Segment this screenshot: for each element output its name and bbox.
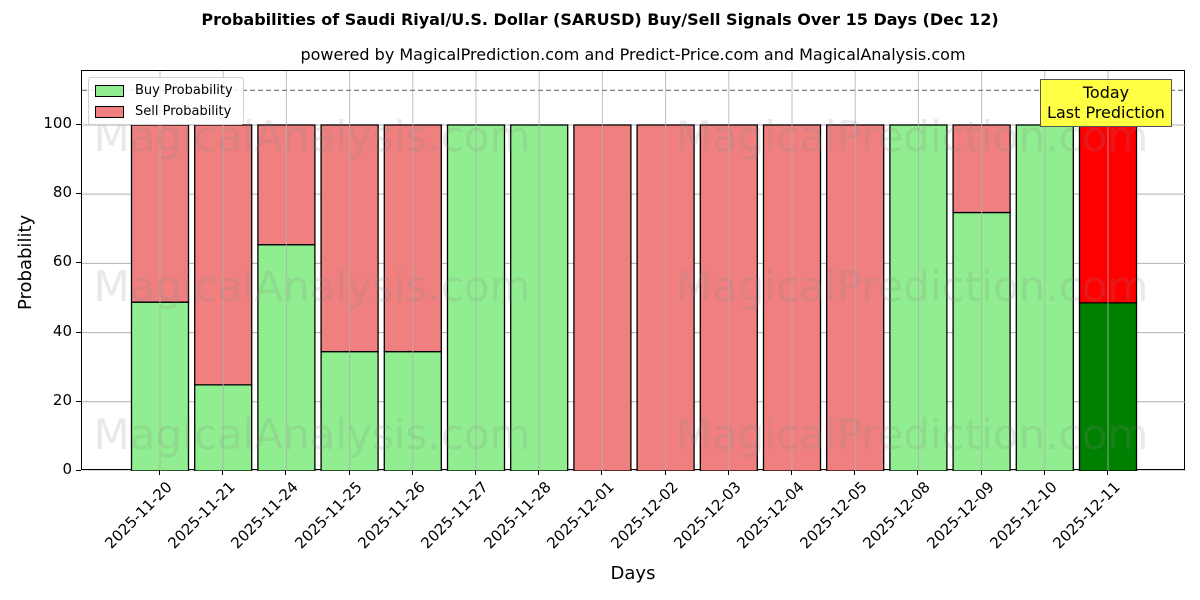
y-tick-mark — [76, 331, 81, 333]
x-tick-mark — [1043, 470, 1045, 475]
svg-text:MagicalAnalysis.com: MagicalAnalysis.com — [94, 410, 531, 459]
x-axis-label: Days — [610, 563, 656, 584]
svg-text:MagicalAnalysis.com: MagicalAnalysis.com — [94, 262, 531, 311]
svg-text:MagicalPrediction.com: MagicalPrediction.com — [676, 262, 1149, 311]
x-tick-mark — [854, 470, 856, 475]
y-tick-label: 100 — [43, 113, 72, 132]
x-tick-mark — [1107, 470, 1108, 475]
plot-area: MagicalAnalysis.com MagicalPrediction.com… — [81, 70, 1186, 471]
legend-buy-label: Buy Probability — [135, 83, 233, 98]
y-tick-mark — [76, 262, 81, 264]
x-tick-mark — [285, 470, 287, 475]
x-tick-mark — [538, 470, 540, 475]
y-tick-label: 60 — [52, 252, 72, 271]
legend-item-sell: Sell Probability — [95, 104, 231, 119]
chart-subtitle: powered by MagicalPrediction.com and Pre… — [300, 45, 966, 64]
x-tick-mark — [222, 470, 224, 475]
annotation-line-1: Today — [1082, 83, 1130, 102]
buy-swatch-icon — [95, 84, 124, 97]
x-tick-mark — [411, 470, 413, 475]
sell-swatch-icon — [95, 105, 124, 118]
y-tick-mark — [76, 123, 81, 125]
y-tick-label: 80 — [52, 183, 72, 202]
y-tick-label: 0 — [62, 460, 72, 478]
y-tick-label: 20 — [52, 390, 72, 409]
y-tick-mark — [76, 470, 81, 471]
bar-chart: MagicalAnalysis.com MagicalPrediction.com… — [82, 71, 1186, 471]
x-tick-mark — [159, 470, 160, 475]
annotation-line-2: Last Prediction — [1047, 103, 1165, 122]
x-tick-mark — [791, 470, 792, 475]
x-tick-mark — [980, 470, 982, 475]
x-tick-mark — [727, 470, 729, 475]
x-tick-mark — [601, 470, 603, 475]
legend: Buy Probability Sell Probability — [88, 77, 244, 125]
legend-sell-label: Sell Probability — [135, 104, 232, 119]
y-tick-mark — [76, 400, 81, 402]
chart-title: Probabilities of Saudi Riyal/U.S. Dollar… — [201, 10, 999, 29]
y-tick-mark — [76, 193, 81, 195]
x-tick-mark — [348, 470, 350, 475]
x-tick-mark — [475, 470, 476, 475]
y-tick-label: 40 — [52, 321, 72, 340]
x-tick-mark — [664, 470, 666, 475]
today-annotation: Today Last Prediction — [1040, 79, 1172, 127]
legend-item-buy: Buy Probability — [95, 83, 233, 98]
y-axis-label: Probability — [15, 214, 36, 310]
x-tick-mark — [917, 470, 919, 475]
svg-text:MagicalPrediction.com: MagicalPrediction.com — [676, 410, 1149, 459]
